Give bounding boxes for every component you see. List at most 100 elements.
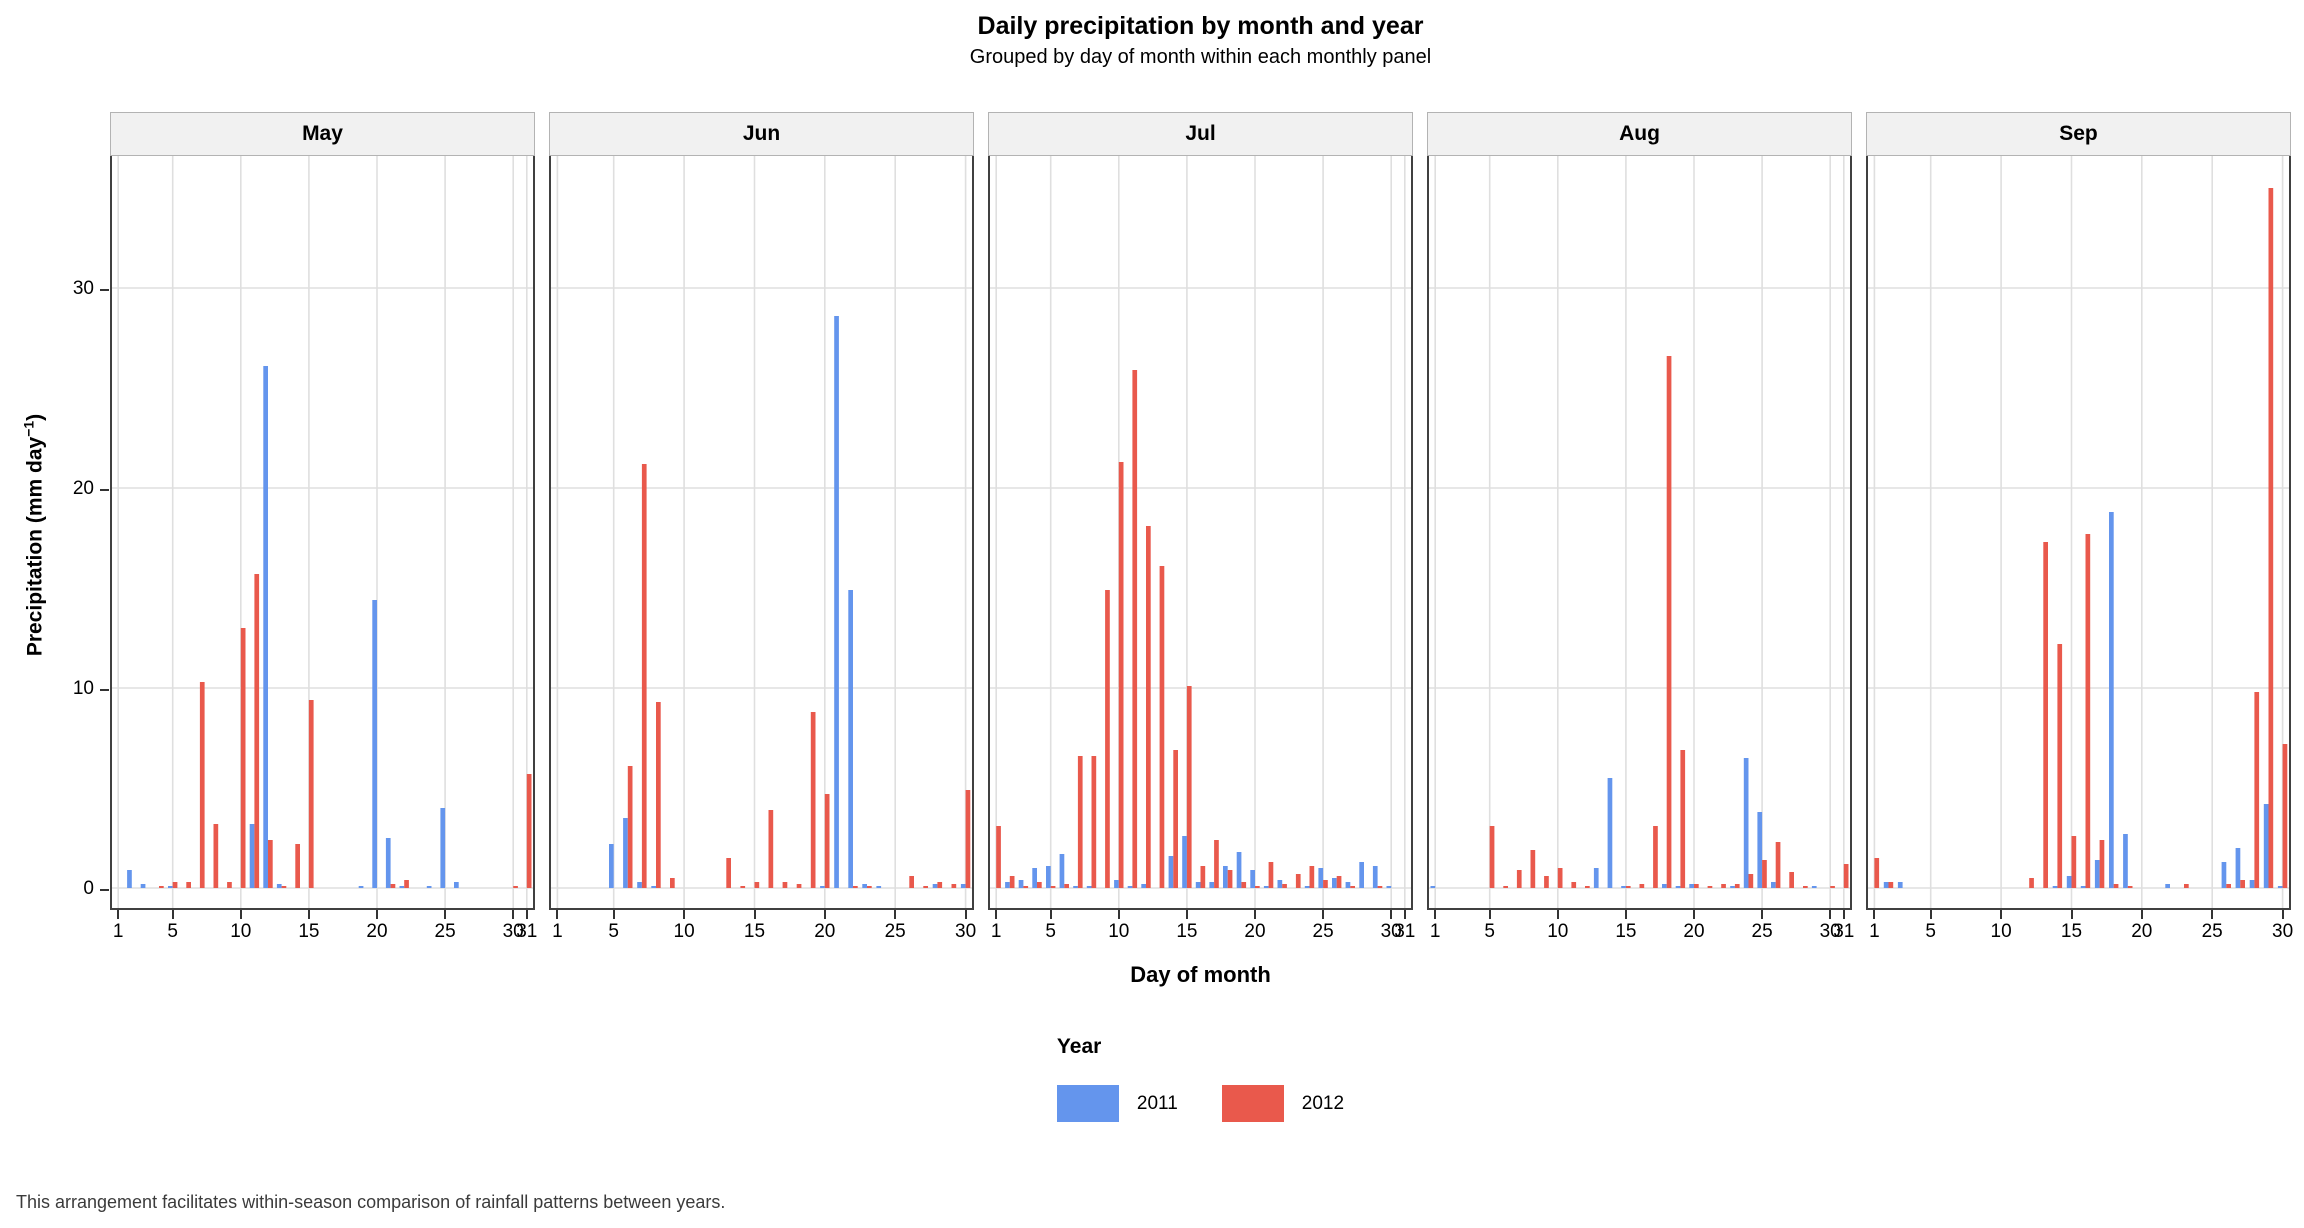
x-tick-mark bbox=[964, 910, 967, 919]
bar bbox=[1050, 886, 1056, 888]
bar bbox=[399, 886, 405, 888]
bar bbox=[2043, 542, 2048, 888]
bar bbox=[390, 884, 396, 888]
bar bbox=[1227, 870, 1233, 888]
x-tick-mark bbox=[612, 910, 615, 919]
bar bbox=[782, 882, 788, 888]
x-tick-label: 1 bbox=[552, 921, 563, 942]
bar bbox=[2277, 886, 2283, 888]
bar bbox=[2221, 862, 2227, 888]
bar bbox=[1064, 884, 1069, 888]
bar bbox=[454, 882, 459, 888]
bar bbox=[909, 876, 914, 888]
bar bbox=[1077, 756, 1083, 888]
facet-panels: May 1 5 10 15 20 25 30 31 Jun 1 5 10 15 20 25 30 Jul 1 5 10 1… bbox=[110, 112, 2293, 956]
x-tick-mark bbox=[556, 910, 559, 919]
y-tick-mark bbox=[100, 689, 109, 691]
chart-title: Daily precipitation by month and year bbox=[977, 12, 1424, 40]
panel-plot bbox=[110, 156, 535, 910]
bar bbox=[213, 824, 219, 888]
x-tick-label: 10 bbox=[1108, 921, 1130, 942]
bar bbox=[960, 884, 966, 888]
x-tick-mark bbox=[1693, 910, 1695, 919]
bar bbox=[227, 882, 232, 888]
bar bbox=[2268, 188, 2274, 888]
bar bbox=[1372, 866, 1378, 888]
bar bbox=[2085, 534, 2091, 888]
facet-strip: Jul bbox=[988, 112, 1413, 156]
x-tick-mark bbox=[2140, 910, 2143, 919]
bar bbox=[1571, 882, 1577, 888]
bar bbox=[2057, 644, 2063, 888]
x-tick-mark bbox=[1254, 910, 1256, 919]
bar bbox=[1250, 870, 1255, 888]
x-tick-label: 31 bbox=[1833, 921, 1855, 942]
legend-item-2012: 2012 bbox=[1221, 1085, 1344, 1122]
bar bbox=[820, 886, 825, 888]
bar bbox=[426, 886, 432, 888]
x-tick-mark bbox=[171, 910, 174, 919]
x-tick-label: 1 bbox=[990, 921, 1002, 942]
x-tick-mark bbox=[1829, 910, 1832, 919]
x-tick-mark bbox=[1556, 910, 1559, 919]
x-tick-mark bbox=[2281, 910, 2284, 919]
facet-label: May bbox=[302, 122, 343, 145]
panel-may: May 1 5 10 15 20 25 30 31 bbox=[110, 112, 537, 956]
bar bbox=[1223, 866, 1228, 888]
x-tick-label: 31 bbox=[1394, 921, 1416, 942]
y-axis-title-exponent: −1 bbox=[20, 420, 37, 437]
bar bbox=[1748, 874, 1754, 888]
x-tick-mark bbox=[512, 910, 515, 919]
x-tick-label: 15 bbox=[2060, 921, 2083, 942]
x-tick-mark bbox=[1488, 910, 1491, 919]
x-tick-label: 10 bbox=[230, 921, 252, 942]
x-tick-label: 5 bbox=[167, 921, 178, 942]
bar bbox=[140, 884, 146, 888]
bar bbox=[440, 808, 446, 888]
y-tick-label: 0 bbox=[83, 878, 94, 899]
bar bbox=[1255, 886, 1260, 888]
bar bbox=[1323, 880, 1328, 888]
bar bbox=[199, 682, 205, 888]
legend-swatch-2012 bbox=[1221, 1085, 1284, 1122]
bar bbox=[824, 794, 830, 888]
bar bbox=[951, 884, 957, 888]
panel-sep: Sep 1 5 10 15 20 25 30 bbox=[1866, 112, 2293, 956]
bar bbox=[1359, 862, 1364, 888]
x-tick-mark bbox=[1403, 910, 1406, 919]
bar bbox=[656, 702, 661, 888]
chart-subtitle: Grouped by day of month within each mont… bbox=[969, 46, 1432, 68]
bar bbox=[1544, 876, 1549, 888]
x-tick-label: 30 bbox=[1819, 921, 1841, 942]
bar bbox=[1345, 882, 1351, 888]
facet-strip: May bbox=[110, 112, 535, 156]
bar bbox=[2066, 876, 2072, 888]
x-tick-label: 20 bbox=[366, 921, 388, 942]
bar bbox=[853, 886, 858, 888]
x-tick-label: 25 bbox=[1751, 921, 1773, 942]
x-tick-mark bbox=[1434, 910, 1437, 919]
y-tick-label: 20 bbox=[72, 478, 94, 499]
bar bbox=[1182, 836, 1187, 888]
x-tick-mark bbox=[1929, 910, 1932, 919]
x-tick-mark bbox=[376, 910, 378, 919]
bar bbox=[1146, 526, 1151, 888]
bar bbox=[1430, 886, 1436, 888]
bar bbox=[1209, 882, 1215, 888]
x-tick-mark bbox=[823, 910, 826, 919]
x-tick-label: 5 bbox=[1484, 921, 1495, 942]
x-tick-label: 20 bbox=[1683, 921, 1705, 942]
panel-x-axis: 1 5 10 15 20 25 30 bbox=[1866, 910, 2293, 956]
x-tick-label: 20 bbox=[814, 921, 836, 942]
bar bbox=[637, 882, 642, 888]
bar bbox=[2249, 880, 2255, 888]
x-tick-label: 1 bbox=[112, 921, 124, 942]
x-tick-mark bbox=[2000, 910, 2003, 919]
bar bbox=[2094, 860, 2100, 888]
bar bbox=[641, 464, 647, 888]
bar bbox=[372, 600, 377, 888]
legend-label-2011: 2011 bbox=[1136, 1092, 1178, 1114]
bar bbox=[1734, 884, 1740, 888]
bar bbox=[810, 712, 816, 888]
bar bbox=[263, 366, 268, 888]
